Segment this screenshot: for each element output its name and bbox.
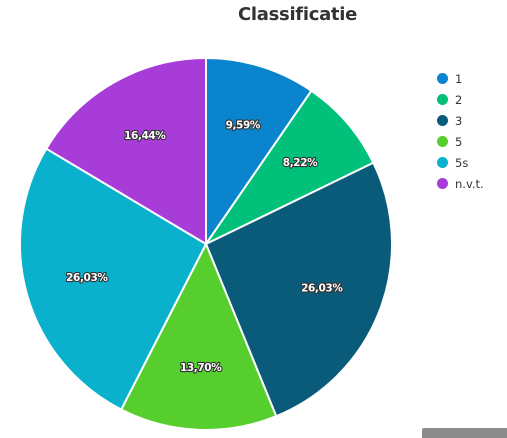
data-label: 26,03%	[301, 282, 343, 294]
legend-marker	[437, 94, 448, 105]
legend-marker	[437, 136, 448, 147]
pie-slice-n-v-t[interactable]	[45, 57, 207, 245]
pie-slice-2[interactable]	[205, 89, 375, 245]
data-label: 16,44%	[124, 130, 166, 142]
legend-marker	[437, 115, 448, 126]
legend: 1 2 3 5 5s n.v.t.	[437, 68, 484, 194]
legend-item[interactable]: n.v.t.	[437, 173, 484, 194]
pie-slice-5s[interactable]	[19, 147, 207, 411]
legend-label: 3	[455, 113, 463, 128]
legend-item[interactable]: 2	[437, 89, 484, 110]
legend-marker	[437, 73, 448, 84]
data-label: 26,03%	[66, 272, 108, 284]
data-label: 8,22%	[283, 157, 318, 169]
legend-item[interactable]: 3	[437, 110, 484, 131]
legend-item[interactable]: 5	[437, 131, 484, 152]
pie-slice-3[interactable]	[205, 161, 393, 418]
scrollbar-thumb[interactable]	[422, 428, 507, 438]
chart-title: Classificatie	[237, 4, 358, 25]
legend-label: 1	[455, 71, 463, 86]
legend-label: 5s	[455, 155, 469, 170]
legend-label: 2	[455, 92, 463, 107]
legend-marker	[437, 178, 448, 189]
pie-slice-5[interactable]	[120, 243, 278, 431]
pie-slice-1[interactable]	[205, 57, 313, 245]
legend-label: 5	[455, 134, 463, 149]
legend-item[interactable]: 5s	[437, 152, 484, 173]
legend-item[interactable]: 1	[437, 68, 484, 89]
legend-label: n.v.t.	[455, 176, 484, 191]
data-label: 13,70%	[180, 362, 222, 374]
legend-marker	[437, 157, 448, 168]
data-label: 9,59%	[226, 120, 261, 132]
